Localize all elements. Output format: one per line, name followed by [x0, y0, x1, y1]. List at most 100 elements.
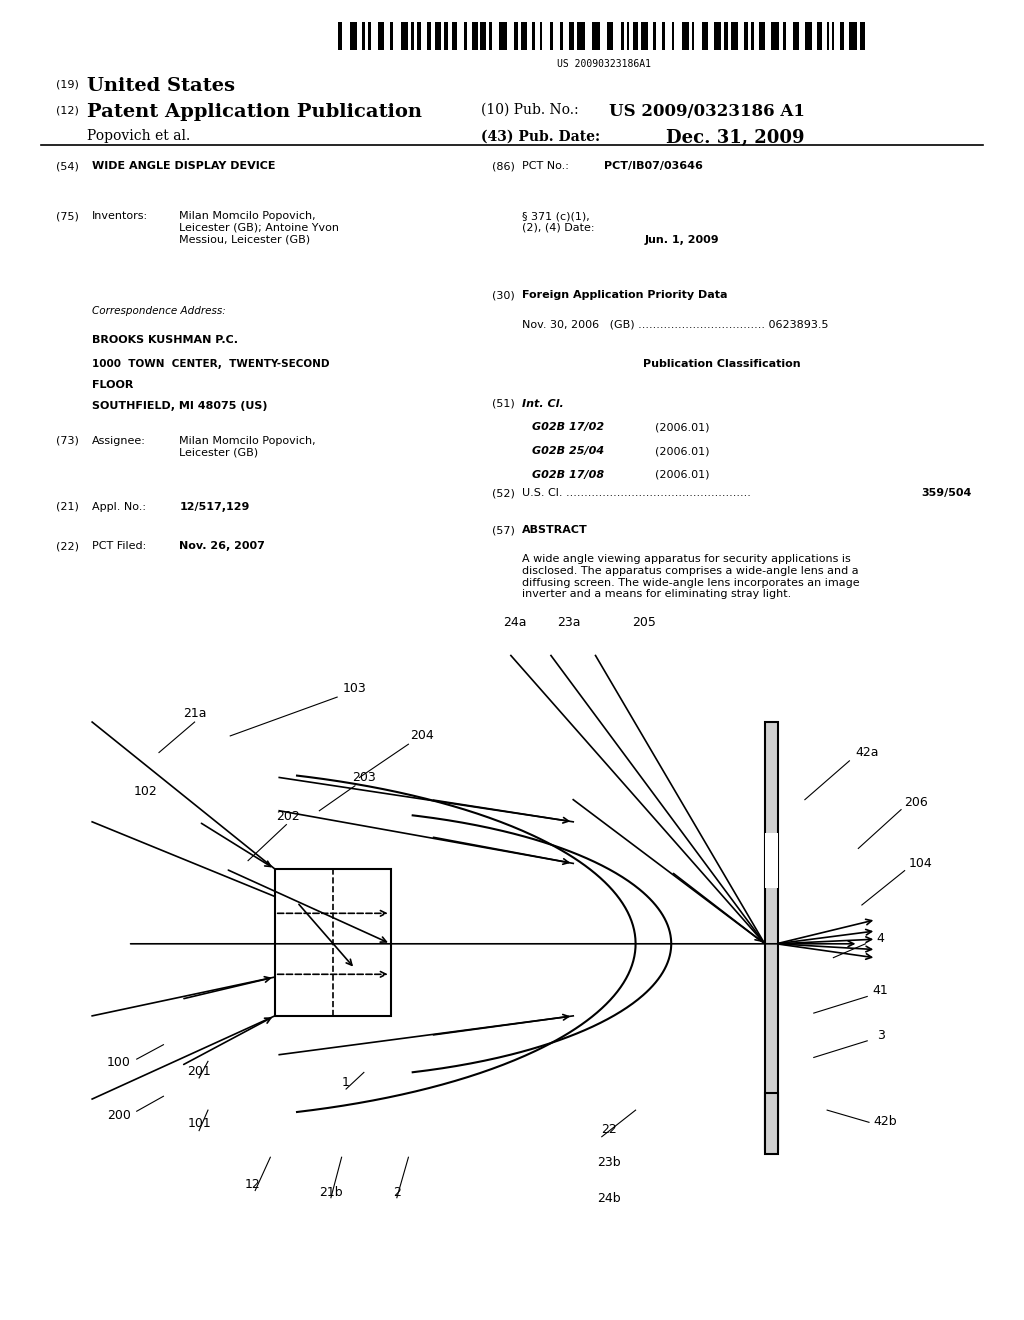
Bar — [350, 22, 356, 50]
Bar — [793, 22, 800, 50]
Bar — [521, 22, 527, 50]
Bar — [751, 22, 755, 50]
Text: Int. Cl.: Int. Cl. — [522, 399, 564, 409]
Text: (2006.01): (2006.01) — [655, 470, 710, 480]
Text: (75): (75) — [56, 211, 79, 222]
Text: 21a: 21a — [183, 708, 207, 721]
Text: 4: 4 — [877, 932, 885, 945]
Bar — [378, 22, 384, 50]
Text: A wide angle viewing apparatus for security applications is
disclosed. The appar: A wide angle viewing apparatus for secur… — [522, 554, 860, 599]
Text: Jun. 1, 2009: Jun. 1, 2009 — [645, 235, 720, 246]
Bar — [662, 22, 665, 50]
Bar — [338, 22, 342, 50]
Text: (10) Pub. No.:: (10) Pub. No.: — [481, 103, 579, 117]
Bar — [783, 22, 786, 50]
Text: Dec. 31, 2009: Dec. 31, 2009 — [666, 129, 804, 148]
Text: (22): (22) — [56, 541, 79, 552]
Text: 1: 1 — [342, 1076, 350, 1089]
Text: SOUTHFIELD, MI 48075 (US): SOUTHFIELD, MI 48075 (US) — [92, 401, 267, 412]
Text: BROOKS KUSHMAN P.C.: BROOKS KUSHMAN P.C. — [92, 335, 239, 346]
Text: Appl. No.:: Appl. No.: — [92, 502, 146, 512]
Bar — [759, 22, 765, 50]
Bar — [390, 22, 392, 50]
Bar — [826, 22, 828, 50]
Text: 22: 22 — [601, 1123, 616, 1137]
Text: 42b: 42b — [873, 1114, 897, 1127]
Bar — [771, 22, 778, 50]
Bar — [472, 22, 478, 50]
Text: 200: 200 — [106, 1109, 131, 1122]
Text: (19): (19) — [56, 79, 79, 90]
Text: 1000  TOWN  CENTER,  TWENTY-SECOND: 1000 TOWN CENTER, TWENTY-SECOND — [92, 359, 330, 370]
Text: U.S. Cl. ...................................................: U.S. Cl. ...............................… — [522, 488, 752, 499]
Text: Patent Application Publication: Patent Application Publication — [87, 103, 422, 121]
Text: 101: 101 — [187, 1118, 211, 1130]
Text: (21): (21) — [56, 502, 79, 512]
Text: ABSTRACT: ABSTRACT — [522, 525, 588, 536]
Bar — [627, 22, 629, 50]
Text: PCT/IB07/03646: PCT/IB07/03646 — [604, 161, 703, 172]
Bar — [715, 22, 721, 50]
Text: 201: 201 — [187, 1065, 211, 1078]
Text: Correspondence Address:: Correspondence Address: — [92, 306, 226, 317]
Bar — [849, 22, 856, 50]
Text: 203: 203 — [352, 771, 376, 784]
Text: PCT No.:: PCT No.: — [522, 161, 569, 172]
Bar — [672, 22, 674, 50]
Text: G02B 25/04: G02B 25/04 — [532, 446, 604, 457]
Text: Nov. 30, 2006   (GB) ................................... 0623893.5: Nov. 30, 2006 (GB) .....................… — [522, 319, 828, 330]
Bar — [514, 22, 518, 50]
Bar — [805, 22, 812, 50]
Text: 41: 41 — [872, 985, 889, 998]
Bar — [607, 22, 613, 50]
Text: 3: 3 — [877, 1028, 885, 1041]
Bar — [435, 22, 441, 50]
Text: 2: 2 — [393, 1185, 400, 1199]
Bar — [641, 22, 648, 50]
Text: (54): (54) — [56, 161, 79, 172]
Text: 24a: 24a — [504, 615, 527, 628]
Text: 12: 12 — [245, 1179, 260, 1192]
Text: G02B 17/08: G02B 17/08 — [532, 470, 604, 480]
Text: United States: United States — [87, 77, 236, 95]
Bar — [633, 22, 638, 50]
Bar — [731, 22, 738, 50]
Text: 359/504: 359/504 — [922, 488, 972, 499]
Bar — [682, 22, 689, 50]
Text: (86): (86) — [492, 161, 514, 172]
Bar — [860, 22, 864, 50]
Bar — [701, 22, 708, 50]
Bar — [578, 22, 586, 50]
Text: (2006.01): (2006.01) — [655, 446, 710, 457]
Text: US 2009/0323186 A1: US 2009/0323186 A1 — [609, 103, 805, 120]
Bar — [817, 22, 822, 50]
Bar — [744, 22, 749, 50]
Text: (52): (52) — [492, 488, 514, 499]
Bar — [550, 22, 553, 50]
Bar — [418, 22, 421, 50]
Text: 23b: 23b — [597, 1156, 621, 1170]
Text: § 371 (c)(1),
(2), (4) Date:: § 371 (c)(1), (2), (4) Date: — [522, 211, 595, 232]
Text: US 20090323186A1: US 20090323186A1 — [557, 59, 651, 70]
Text: 23a: 23a — [557, 615, 581, 628]
Text: 206: 206 — [904, 796, 928, 809]
Bar — [559, 22, 563, 50]
Text: WIDE ANGLE DISPLAY DEVICE: WIDE ANGLE DISPLAY DEVICE — [92, 161, 275, 172]
Text: 103: 103 — [343, 682, 367, 696]
Bar — [411, 22, 415, 50]
Text: 202: 202 — [276, 809, 300, 822]
Bar — [452, 22, 457, 50]
Text: (12): (12) — [56, 106, 79, 116]
Bar — [568, 22, 574, 50]
Bar — [692, 22, 694, 50]
Bar — [540, 22, 542, 50]
Bar — [621, 22, 624, 50]
Text: G02B 17/02: G02B 17/02 — [532, 422, 604, 433]
Bar — [443, 22, 447, 50]
Text: (30): (30) — [492, 290, 514, 301]
Text: Nov. 26, 2007: Nov. 26, 2007 — [179, 541, 265, 552]
Text: (57): (57) — [492, 525, 514, 536]
Bar — [765, 1093, 778, 1155]
Text: Foreign Application Priority Data: Foreign Application Priority Data — [522, 290, 728, 301]
Bar — [500, 22, 507, 50]
